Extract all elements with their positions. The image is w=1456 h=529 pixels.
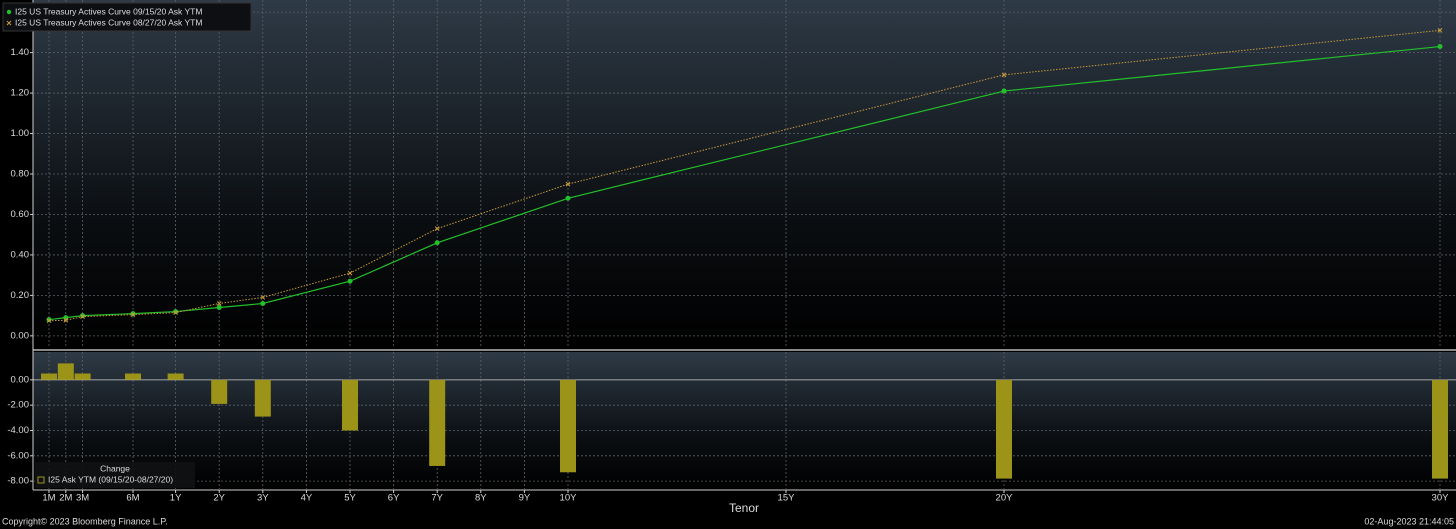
- x-tick-label: 6M: [126, 493, 139, 504]
- marker: [46, 317, 52, 323]
- y-tick-label: 0.40: [11, 249, 30, 260]
- x-tick-label: 1M: [42, 493, 55, 504]
- y-tick-label: 1.00: [11, 128, 30, 139]
- timestamp: 02-Aug-2023 21:44:05: [1364, 516, 1454, 526]
- marker: [173, 310, 178, 315]
- x-tick-label: 3M: [76, 493, 89, 504]
- y-tick-label: -8.00: [7, 476, 29, 487]
- bar: [342, 379, 358, 431]
- marker: [46, 318, 52, 324]
- legend-box: [35, 462, 195, 488]
- legend-swatch: [37, 476, 45, 484]
- x-tick-label: 30Y: [1432, 493, 1450, 504]
- marker: [63, 317, 69, 323]
- bar: [57, 363, 74, 380]
- marker: [347, 270, 353, 276]
- series-line: [48, 29, 1441, 322]
- x-tick-label: 10Y: [560, 493, 578, 504]
- y-tick-label: -4.00: [7, 425, 29, 436]
- y-tick-label: 0.00: [11, 374, 30, 385]
- bar: [41, 373, 57, 380]
- x-tick-label: 20Y: [996, 493, 1014, 504]
- legend-label: I25 Ask YTM (09/15/20-08/27/20): [48, 474, 173, 484]
- legend-marker: [6, 20, 12, 26]
- marker: [216, 301, 222, 306]
- marker: [260, 295, 266, 300]
- marker: [130, 311, 136, 317]
- x-tick-label: 1Y: [170, 493, 182, 504]
- y-tick-label: 0.80: [11, 169, 30, 180]
- bar: [560, 379, 576, 473]
- x-tick-label: 2M: [59, 493, 72, 504]
- x-tick-label: 8Y: [475, 493, 487, 504]
- marker: [434, 240, 440, 246]
- x-tick-label: 7Y: [431, 493, 443, 504]
- y-tick-label: 0.20: [11, 290, 30, 301]
- marker: [347, 278, 353, 284]
- x-tick-label: 3Y: [257, 493, 269, 504]
- marker: [260, 300, 266, 306]
- bottom-panel: [33, 352, 1456, 490]
- marker: [1437, 27, 1443, 33]
- y-tick-label: 1.20: [11, 88, 30, 99]
- bar: [996, 379, 1012, 479]
- y-tick-label: 0.00: [11, 330, 30, 341]
- bar: [74, 373, 91, 380]
- marker: [80, 313, 86, 319]
- y-tick-label: -2.00: [7, 400, 29, 411]
- bar: [254, 379, 271, 417]
- y-tick-label: 1.40: [11, 47, 30, 58]
- x-tick-label: 2Y: [213, 493, 225, 504]
- y-tick-label: 0.60: [11, 209, 30, 220]
- x-tick-label: 15Y: [778, 493, 796, 504]
- x-tick-label: 5Y: [344, 493, 356, 504]
- bar: [211, 379, 228, 404]
- marker: [565, 195, 571, 201]
- marker: [1437, 44, 1443, 50]
- legend-marker: [6, 9, 12, 15]
- copyright: Copyright© 2023 Bloomberg Finance L.P.: [2, 516, 168, 526]
- bar: [429, 379, 446, 466]
- marker: [216, 305, 222, 311]
- legend-box: [2, 2, 252, 32]
- x-tick-label: 6Y: [388, 493, 400, 504]
- marker: [173, 309, 179, 315]
- legend-label: I25 US Treasury Actives Curve 09/15/20 A…: [15, 6, 202, 16]
- bar: [1432, 379, 1448, 479]
- marker: [565, 181, 571, 187]
- legend-title: Change: [100, 463, 130, 473]
- marker: [434, 226, 440, 231]
- bar: [125, 373, 141, 380]
- marker: [1001, 88, 1007, 94]
- marker: [130, 312, 136, 317]
- series-line: [48, 45, 1441, 321]
- x-axis-title: Tenor: [729, 501, 759, 515]
- marker: [80, 314, 85, 319]
- x-tick-label: 9Y: [519, 493, 531, 504]
- marker: [1001, 72, 1007, 78]
- y-tick-label: -6.00: [7, 450, 29, 461]
- x-tick-label: 4Y: [301, 493, 313, 504]
- legend-label: I25 US Treasury Actives Curve 08/27/20 A…: [15, 17, 202, 27]
- bar: [167, 373, 184, 380]
